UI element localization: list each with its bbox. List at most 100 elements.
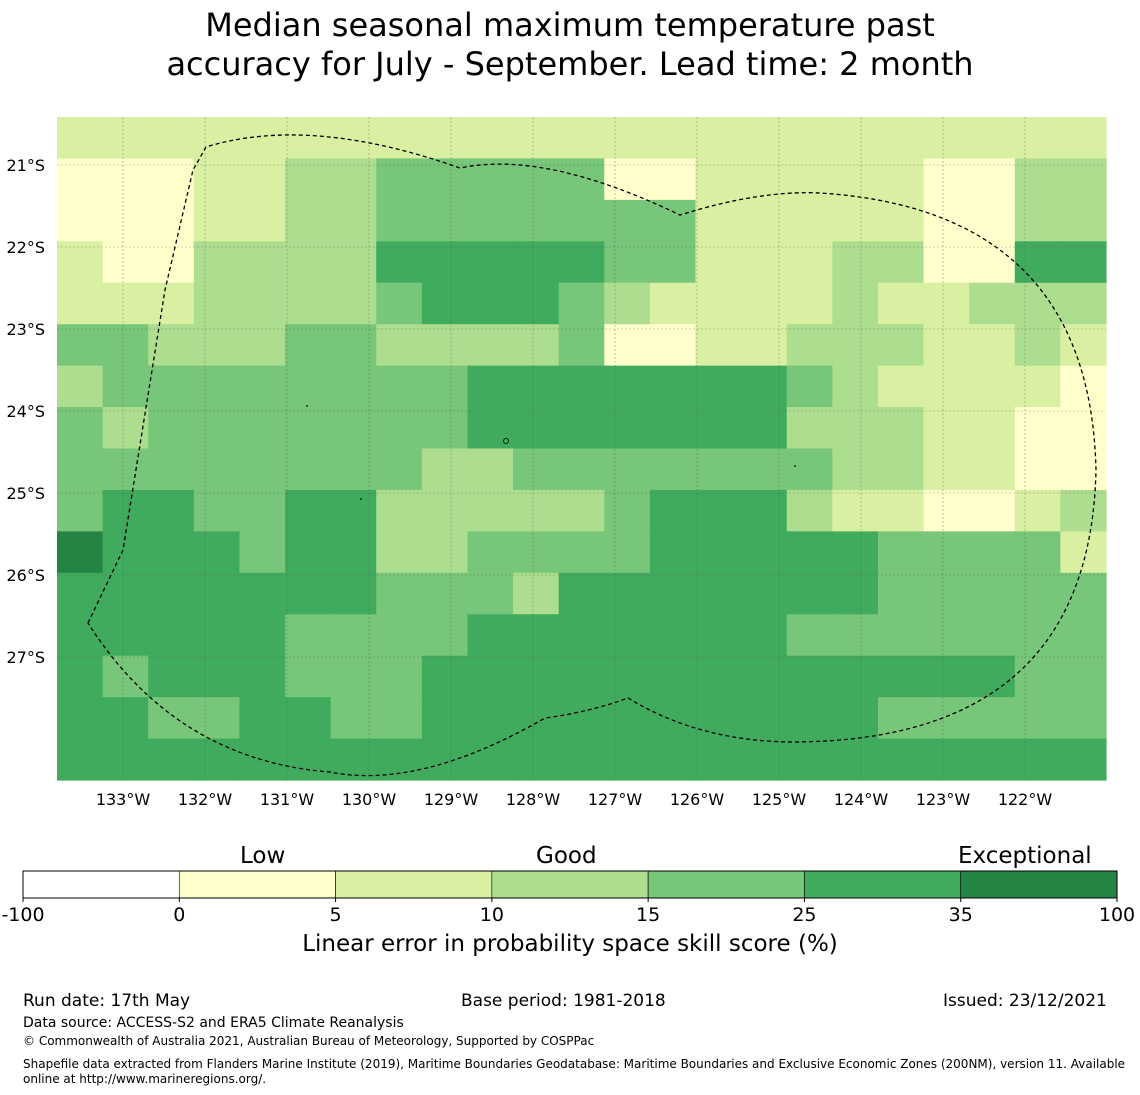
grid-cell bbox=[239, 738, 286, 781]
grid-cell bbox=[148, 489, 195, 532]
grid-cell bbox=[1060, 241, 1107, 284]
latitude-label: 27°S bbox=[6, 648, 45, 667]
longitude-labels: 133°W 132°W 131°W 130°W 129°W 128°W 127°W 126°W… bbox=[96, 790, 1053, 809]
grid-cell bbox=[467, 614, 514, 657]
grid-cell bbox=[193, 697, 241, 740]
grid-cell bbox=[513, 241, 560, 284]
grid-cell bbox=[148, 655, 195, 698]
grid-cell bbox=[786, 572, 833, 615]
grid-cell bbox=[193, 324, 241, 367]
grid-cell bbox=[604, 697, 651, 740]
grid-cell bbox=[421, 572, 469, 615]
longitude-label: 122°W bbox=[998, 790, 1053, 809]
grid-cell bbox=[239, 489, 286, 532]
grid-cell bbox=[969, 697, 1016, 740]
grid-cell bbox=[193, 117, 241, 160]
grid-cell bbox=[558, 365, 605, 408]
category-exceptional: Exceptional bbox=[958, 843, 1092, 869]
grid-cell bbox=[148, 365, 195, 408]
grid-cell bbox=[877, 324, 925, 367]
grid-cell bbox=[330, 572, 377, 615]
grid-cell bbox=[832, 448, 879, 491]
grid-cell bbox=[1060, 199, 1107, 242]
colorbar-tick-label: 15 bbox=[636, 904, 660, 926]
grid-cell bbox=[285, 199, 332, 242]
grid-cell bbox=[193, 655, 241, 698]
grid-cell bbox=[1060, 614, 1107, 657]
grid-cell bbox=[832, 655, 879, 698]
grid-cell bbox=[923, 199, 970, 242]
latitude-label: 26°S bbox=[6, 566, 45, 585]
grid-cell bbox=[923, 324, 970, 367]
grid-cell bbox=[330, 241, 377, 284]
grid-cell bbox=[148, 117, 195, 160]
grid-cell bbox=[193, 282, 241, 325]
grid-cell bbox=[376, 365, 423, 408]
grid-cell bbox=[649, 531, 697, 574]
grid-cell bbox=[786, 199, 833, 242]
grid-cell bbox=[467, 241, 514, 284]
category-good: Good bbox=[536, 843, 597, 869]
grid-cell bbox=[467, 324, 514, 367]
grid-cell bbox=[649, 241, 697, 284]
island-mark bbox=[360, 498, 362, 500]
grid-cell bbox=[330, 448, 377, 491]
grid-cell bbox=[1060, 324, 1107, 367]
grid-cell bbox=[877, 655, 925, 698]
grid-cell bbox=[649, 365, 697, 408]
grid-cell bbox=[421, 655, 469, 698]
latitude-label: 23°S bbox=[6, 320, 45, 339]
island-marks bbox=[306, 405, 796, 500]
skill-grid bbox=[57, 117, 1107, 781]
grid-cell bbox=[877, 489, 925, 532]
grid-cell bbox=[786, 489, 833, 532]
grid-cell bbox=[923, 282, 970, 325]
grid-cell bbox=[376, 655, 423, 698]
grid-cell bbox=[969, 407, 1016, 450]
grid-cell bbox=[695, 158, 742, 201]
grid-cell bbox=[513, 531, 560, 574]
grid-cell bbox=[193, 738, 241, 781]
grid-cell bbox=[285, 738, 332, 781]
grid-cell bbox=[877, 117, 925, 160]
grid-cell bbox=[513, 199, 560, 242]
map-title-line-1: Median seasonal maximum temperature past bbox=[205, 6, 935, 44]
map-title-line-2: accuracy for July - September. Lead time… bbox=[166, 45, 974, 83]
grid-cell bbox=[102, 241, 149, 284]
graticule bbox=[57, 117, 1106, 780]
grid-cell bbox=[741, 655, 788, 698]
grid-cell bbox=[421, 697, 469, 740]
grid-cell bbox=[558, 158, 605, 201]
grid-cell bbox=[57, 572, 104, 615]
grid-cell bbox=[285, 407, 332, 450]
grid-cell bbox=[695, 448, 742, 491]
grid-cell bbox=[239, 407, 286, 450]
grid-cell bbox=[877, 282, 925, 325]
grid-cell bbox=[877, 241, 925, 284]
grid-cell bbox=[239, 448, 286, 491]
grid-cell bbox=[1060, 572, 1107, 615]
grid-cell bbox=[786, 614, 833, 657]
grid-cell bbox=[285, 365, 332, 408]
grid-cell bbox=[604, 158, 651, 201]
grid-cell bbox=[1014, 407, 1061, 450]
grid-cell bbox=[877, 365, 925, 408]
grid-cell bbox=[467, 199, 514, 242]
grid-cell bbox=[1060, 531, 1107, 574]
grid-cell bbox=[239, 531, 286, 574]
grid-cell bbox=[604, 282, 651, 325]
grid-cell bbox=[467, 697, 514, 740]
grid-cell bbox=[969, 738, 1016, 781]
grid-cell bbox=[558, 199, 605, 242]
grid-cell bbox=[57, 697, 104, 740]
grid-cell bbox=[513, 738, 560, 781]
grid-cell bbox=[1014, 158, 1061, 201]
grid-cell bbox=[741, 572, 788, 615]
grid-cell bbox=[57, 282, 104, 325]
grid-cell bbox=[832, 282, 879, 325]
grid-cell bbox=[1060, 655, 1107, 698]
grid-cell bbox=[877, 697, 925, 740]
grid-cell bbox=[969, 655, 1016, 698]
grid-cell bbox=[102, 282, 149, 325]
issued-date: Issued: 23/12/2021 bbox=[943, 991, 1107, 1011]
